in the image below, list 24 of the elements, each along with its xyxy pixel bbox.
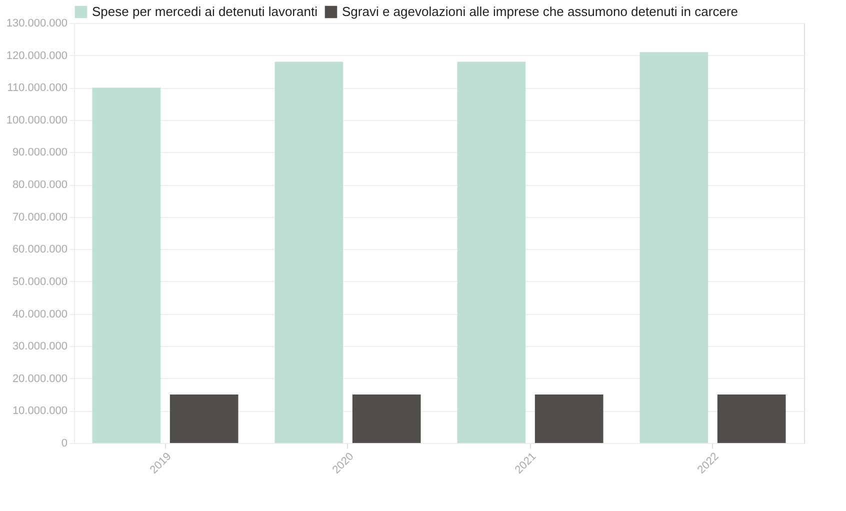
- bar: [534, 394, 604, 443]
- y-tick-label: 30.000.000: [12, 340, 68, 353]
- y-tick-label: 120.000.000: [6, 50, 68, 62]
- bar: [274, 62, 344, 443]
- y-tick-label: 70.000.000: [12, 211, 68, 224]
- y-tick-label: 130.000.000: [6, 18, 68, 30]
- bar: [457, 62, 526, 443]
- bar: [640, 52, 708, 443]
- y-tick-label: 60.000.000: [12, 244, 68, 256]
- y-tick-label: 100.000.000: [6, 114, 68, 126]
- legend-label: Spese per mercedi ai detenuti lavoranti: [92, 4, 318, 19]
- y-tick-label: 40.000.000: [12, 308, 68, 320]
- bar: [92, 88, 161, 443]
- y-tick-label: 20.000.000: [12, 372, 68, 385]
- y-tick-label: 90.000.000: [12, 146, 68, 159]
- bar: [352, 394, 421, 443]
- y-tick-label: 110.000.000: [7, 82, 68, 94]
- y-tick-label: 10.000.000: [12, 405, 68, 418]
- y-tick-label: 0: [61, 438, 68, 450]
- bar: [717, 394, 786, 443]
- legend-label: Sgravi e agevolazioni alle imprese che assumono detenuti in carcere: [342, 4, 738, 19]
- bar: [170, 394, 238, 443]
- y-tick-label: 80.000.000: [12, 179, 68, 192]
- y-tick-label: 50.000.000: [12, 276, 68, 288]
